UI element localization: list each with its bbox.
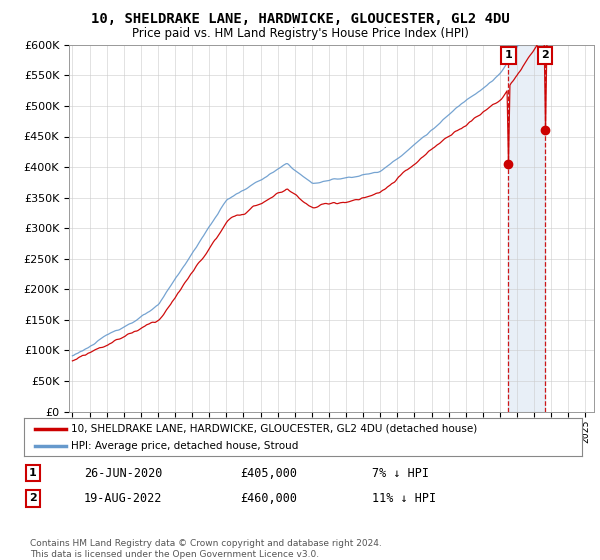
Text: 10, SHELDRAKE LANE, HARDWICKE, GLOUCESTER, GL2 4DU: 10, SHELDRAKE LANE, HARDWICKE, GLOUCESTE… — [91, 12, 509, 26]
Text: £405,000: £405,000 — [240, 466, 297, 480]
Text: HPI: Average price, detached house, Stroud: HPI: Average price, detached house, Stro… — [71, 441, 299, 451]
Text: 19-AUG-2022: 19-AUG-2022 — [84, 492, 163, 505]
Text: Price paid vs. HM Land Registry's House Price Index (HPI): Price paid vs. HM Land Registry's House … — [131, 27, 469, 40]
Text: 7% ↓ HPI: 7% ↓ HPI — [372, 466, 429, 480]
Text: 1: 1 — [505, 50, 512, 60]
Text: Contains HM Land Registry data © Crown copyright and database right 2024.
This d: Contains HM Land Registry data © Crown c… — [30, 539, 382, 559]
Bar — [508, 45, 545, 412]
Text: 10, SHELDRAKE LANE, HARDWICKE, GLOUCESTER, GL2 4DU (detached house): 10, SHELDRAKE LANE, HARDWICKE, GLOUCESTE… — [71, 423, 478, 433]
Text: £460,000: £460,000 — [240, 492, 297, 505]
Text: 26-JUN-2020: 26-JUN-2020 — [84, 466, 163, 480]
Text: 1: 1 — [29, 468, 37, 478]
Text: 2: 2 — [541, 50, 549, 60]
Text: 11% ↓ HPI: 11% ↓ HPI — [372, 492, 436, 505]
Text: 2: 2 — [29, 493, 37, 503]
